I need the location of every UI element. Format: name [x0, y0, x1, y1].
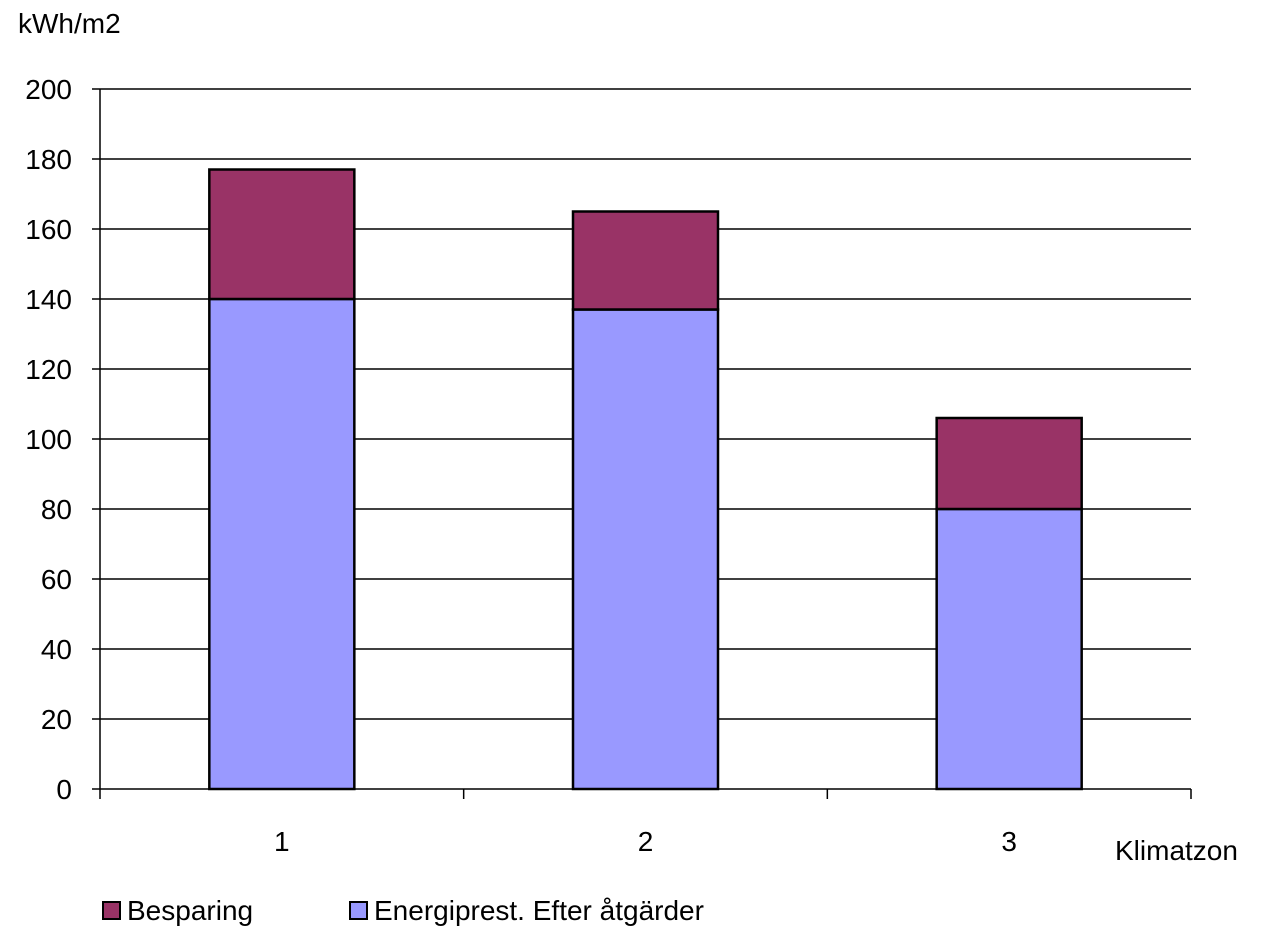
y-tick-label-120: 120 — [25, 354, 72, 385]
x-tick-label-2: 2 — [638, 826, 654, 857]
y-tick-label-140: 140 — [25, 284, 72, 315]
y-tick-label-40: 40 — [41, 634, 72, 665]
bar-3-series-0 — [935, 507, 1083, 791]
bar-1-series-0 — [208, 297, 356, 791]
bar-2-series-1 — [571, 210, 720, 311]
y-tick-label-60: 60 — [41, 564, 72, 595]
x-axis-label: Klimatzon — [1115, 835, 1238, 866]
y-tick-label-0: 0 — [56, 774, 72, 805]
y-tick-label-100: 100 — [25, 424, 72, 455]
legend-label-1: Besparing — [127, 895, 253, 926]
y-tick-label-200: 200 — [25, 74, 72, 105]
legend-label-0: Energiprest. Efter åtgärder — [374, 895, 704, 926]
y-tick-label-160: 160 — [25, 214, 72, 245]
y-tick-label-20: 20 — [41, 704, 72, 735]
bars — [208, 168, 1083, 791]
legend-swatch-0 — [349, 901, 368, 920]
y-axis-label: kWh/m2 — [18, 8, 121, 39]
legend-swatch-1 — [102, 901, 121, 920]
x-tick-label-1: 1 — [274, 826, 290, 857]
axes: 0 20 40 60 80 100 120 140 160 180 200 1 2 3 — [25, 74, 1192, 857]
bar-3-series-1 — [935, 416, 1083, 511]
y-tick-label-80: 80 — [41, 494, 72, 525]
legend: Besparing Energiprest. Efter åtgärder — [102, 895, 704, 926]
y-tick-label-180: 180 — [25, 144, 72, 175]
bar-1-series-1 — [208, 168, 356, 301]
bar-2-series-0 — [571, 308, 720, 791]
x-tick-label-3: 3 — [1001, 826, 1017, 857]
